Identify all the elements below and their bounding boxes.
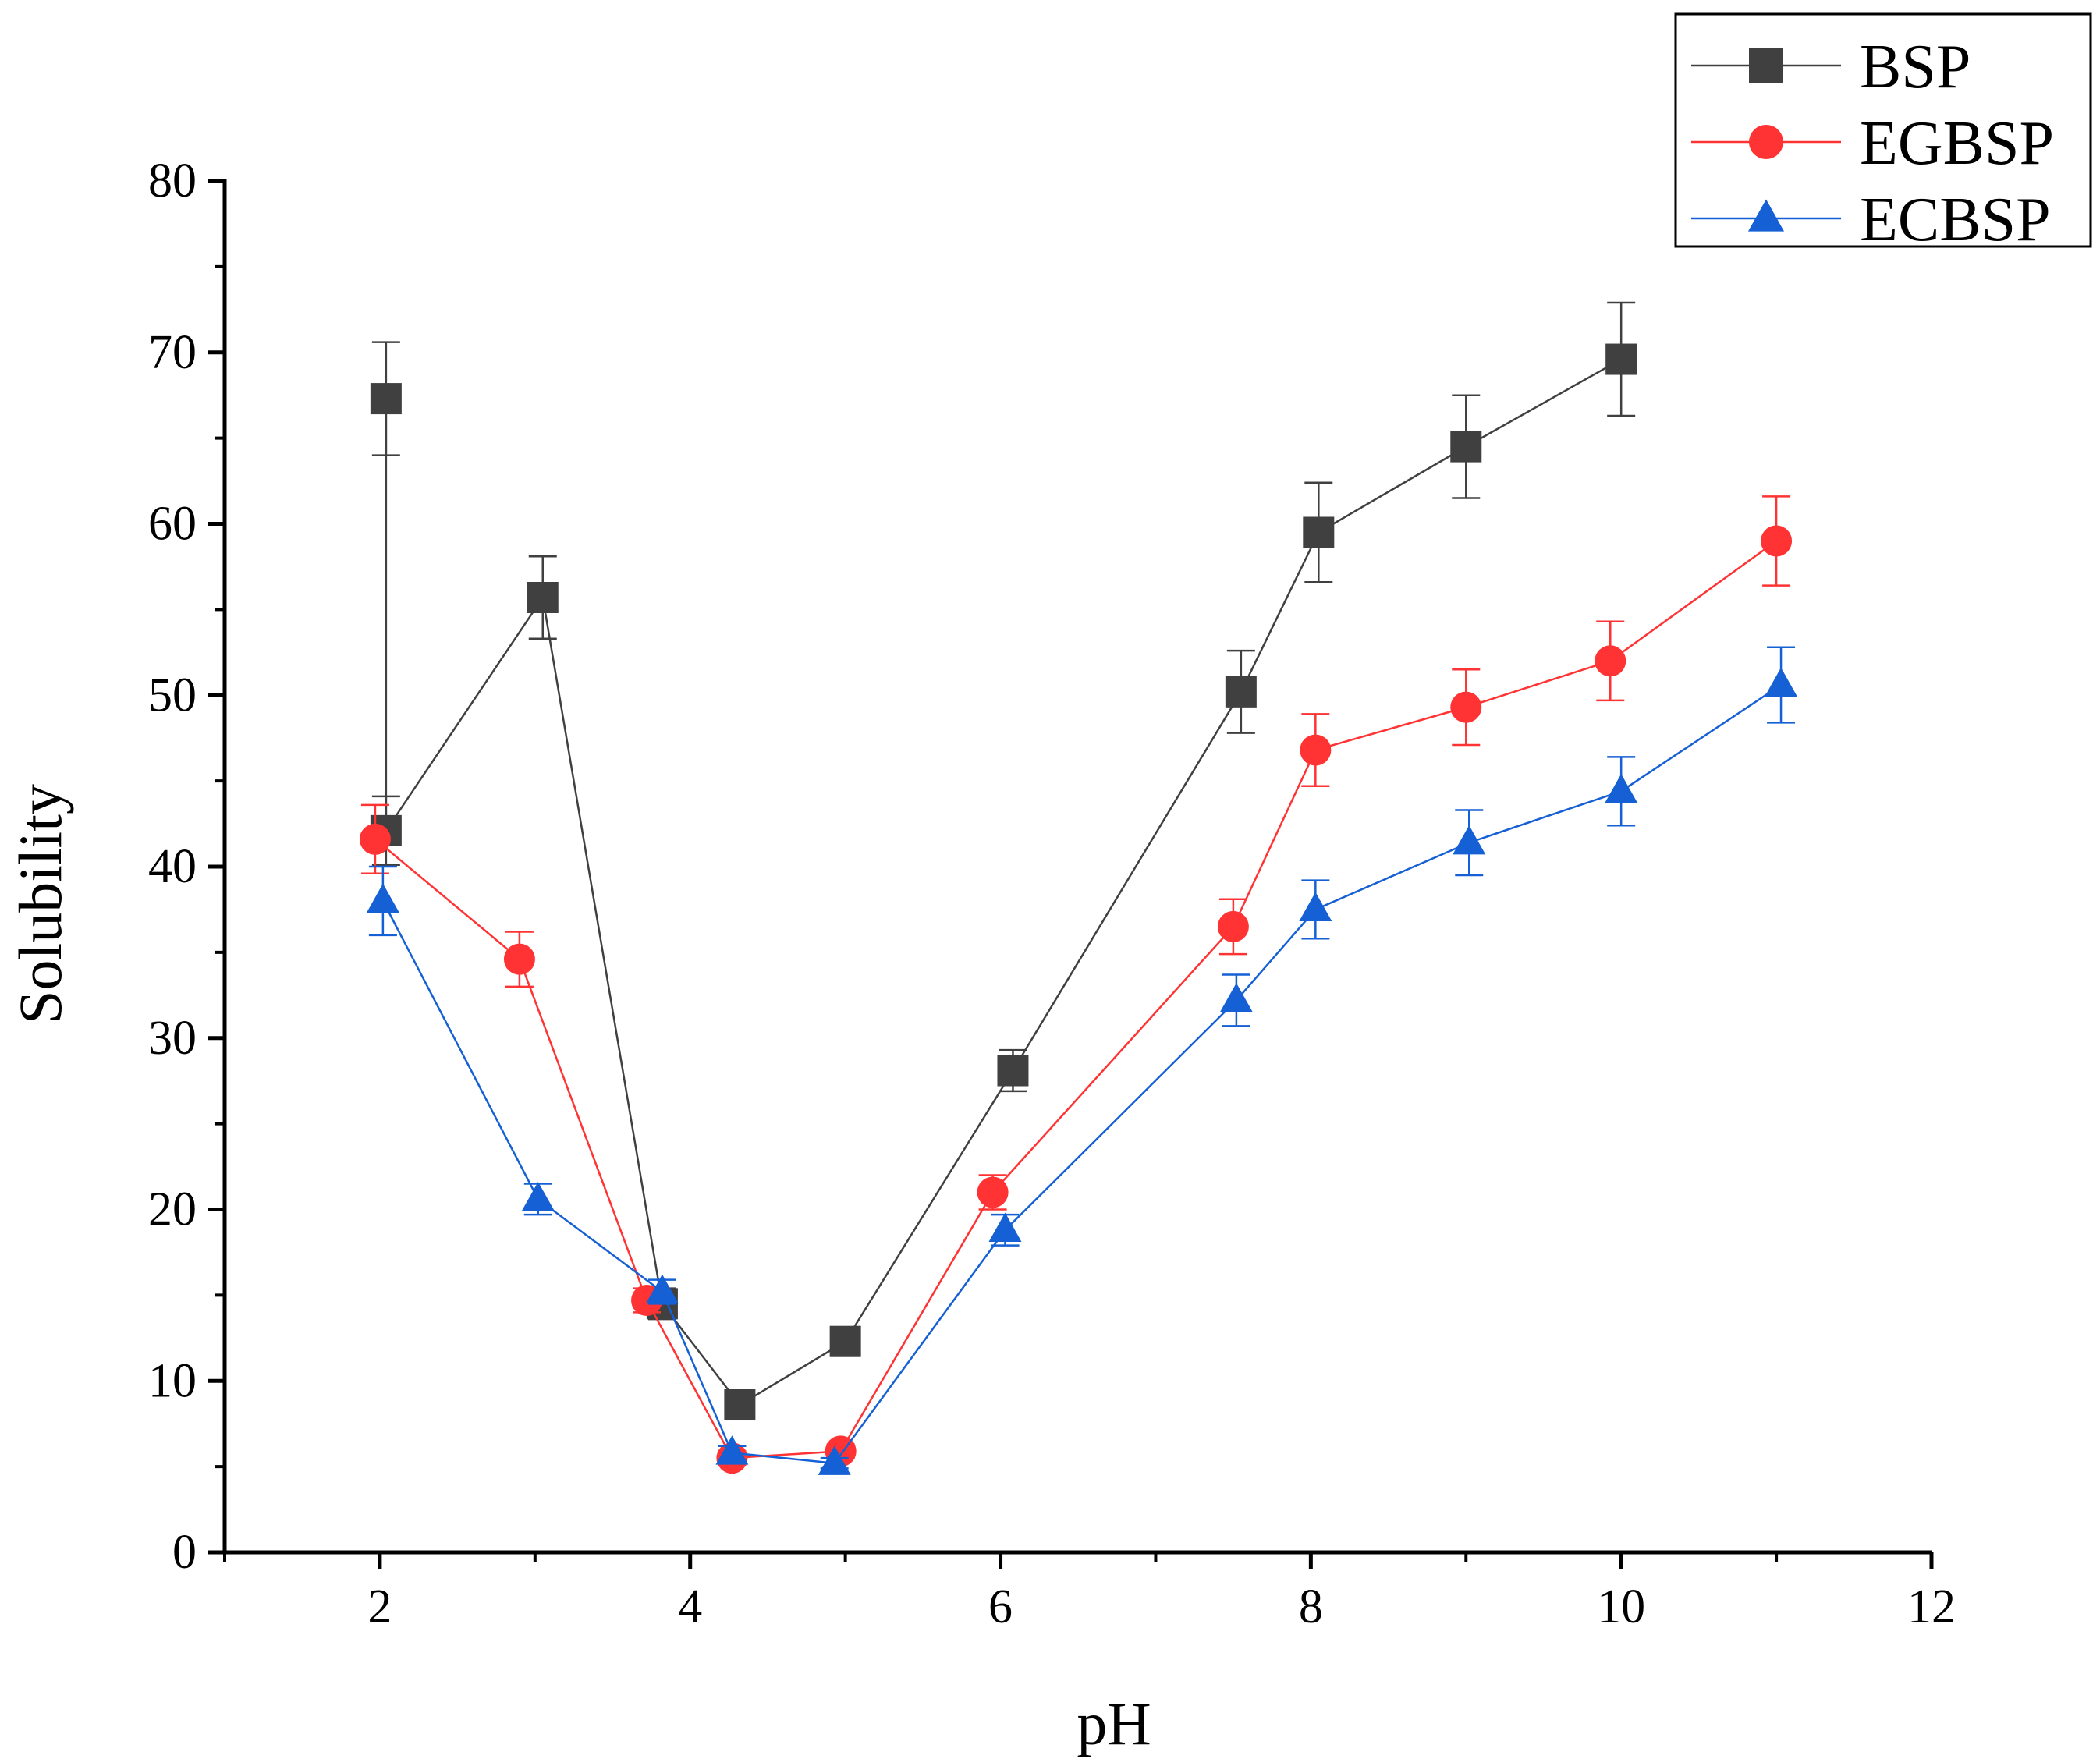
data-point: [1217, 910, 1249, 942]
data-point: [1219, 983, 1253, 1012]
legend-items: BSP EGBSP ECBSP: [1691, 33, 2054, 254]
x-tick-label: 8: [1299, 1580, 1323, 1633]
data-point: [715, 1435, 749, 1465]
data-point: [521, 1181, 555, 1211]
series-bsp: [370, 301, 1637, 1421]
data-point: [1605, 343, 1637, 375]
data-point: [366, 883, 399, 913]
x-ticks: 2 4 6 8 10 12: [223, 1552, 1956, 1633]
axes: 0 10 20 30 40 50 60 70 80 2 4 6 8 10 12: [148, 154, 1956, 1633]
series-line: [374, 540, 1777, 1459]
legend-item-egbsp: EGBSP: [1691, 109, 2054, 178]
data-point: [1453, 825, 1486, 855]
y-tick-label: 70: [148, 326, 197, 379]
data-point: [1450, 431, 1482, 463]
series-line: [381, 684, 1782, 1465]
data-point: [1303, 516, 1335, 548]
data-point: [1300, 734, 1332, 766]
y-tick-label: 40: [148, 840, 197, 893]
data-point: [1299, 892, 1332, 922]
data-point: [1765, 667, 1798, 697]
data-point: [988, 1212, 1022, 1242]
data-point: [503, 943, 535, 975]
legend-label: EGBSP: [1860, 109, 2054, 178]
x-tick-label: 12: [1907, 1580, 1956, 1633]
data-point: [1761, 525, 1793, 557]
data-point: [724, 1389, 756, 1421]
data-point: [370, 383, 402, 415]
legend-marker: [1749, 48, 1783, 83]
x-axis-title: pH: [1077, 1690, 1151, 1757]
x-tick-label: 10: [1597, 1580, 1645, 1633]
data-point: [645, 1274, 679, 1304]
series-egbsp: [359, 495, 1793, 1474]
data-point: [818, 1445, 851, 1475]
legend-marker: [1747, 199, 1785, 232]
plot-area: [359, 301, 1798, 1475]
y-tick-label: 30: [148, 1012, 197, 1065]
data-point: [359, 823, 391, 855]
data-point: [1225, 676, 1257, 708]
y-tick-label: 50: [148, 668, 197, 722]
x-tick-label: 2: [367, 1580, 392, 1633]
y-axis-title: Solubility: [6, 784, 74, 1024]
legend-box: [1674, 12, 2092, 248]
y-tick-label: 60: [148, 498, 197, 551]
data-point: [1605, 773, 1638, 803]
y-tick-label: 0: [172, 1526, 197, 1579]
legend-item-bsp: BSP: [1691, 33, 1971, 101]
legend-marker: [1749, 125, 1783, 159]
x-tick-label: 6: [988, 1580, 1013, 1633]
legend-item-ecbsp: ECBSP: [1691, 186, 2051, 254]
legend-label: BSP: [1860, 33, 1971, 101]
data-point: [997, 1055, 1029, 1087]
series-ecbsp: [366, 646, 1798, 1475]
legend-label: ECBSP: [1860, 186, 2051, 254]
y-tick-label: 10: [148, 1354, 197, 1407]
y-tick-label: 20: [148, 1183, 197, 1236]
x-tick-label: 4: [678, 1580, 702, 1633]
series-line: [385, 358, 1622, 1406]
y-ticks: 0 10 20 30 40 50 60 70 80: [148, 154, 225, 1579]
data-point: [977, 1176, 1009, 1208]
data-point: [1450, 691, 1482, 723]
data-point: [829, 1325, 861, 1357]
data-point: [527, 581, 559, 613]
data-point: [1595, 645, 1626, 677]
y-tick-label: 80: [148, 154, 197, 207]
legend: BSP EGBSP ECBSP: [1674, 12, 2092, 254]
